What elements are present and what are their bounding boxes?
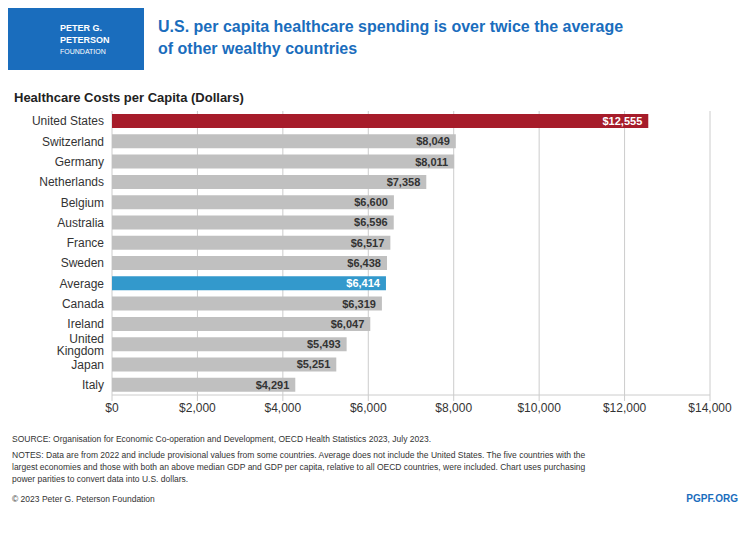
svg-text:Average: Average — [60, 277, 105, 291]
svg-text:Belgium: Belgium — [61, 196, 104, 210]
svg-text:Switzerland: Switzerland — [42, 135, 104, 149]
html-text:PGPF.ORG: PGPF.ORG — [686, 493, 738, 504]
html-text:© 2023 Peter G. Peterson Found: © 2023 Peter G. Peterson Foundation — [12, 494, 155, 504]
html-text:PETERSON: PETERSON — [60, 34, 110, 45]
html-text:NOTES: Data are from 2022 and: NOTES: Data are from 2022 and include pr… — [12, 450, 586, 484]
svg-text:Netherlands: Netherlands — [39, 175, 104, 189]
svg-text:$6,000: $6,000 — [350, 401, 387, 415]
svg-text:UnitedKingdom: UnitedKingdom — [57, 332, 104, 358]
svg-text:$8,049: $8,049 — [416, 135, 450, 147]
svg-text:$10,000: $10,000 — [517, 401, 561, 415]
svg-text:$6,600: $6,600 — [354, 196, 388, 208]
svg-text:$6,596: $6,596 — [354, 216, 388, 228]
svg-text:$6,319: $6,319 — [342, 298, 376, 310]
svg-text:$4,291: $4,291 — [256, 379, 290, 391]
svg-text:France: France — [67, 236, 105, 250]
svg-text:$12,000: $12,000 — [603, 401, 647, 415]
html-text:PETER G.: PETER G. — [60, 22, 102, 33]
svg-text:Australia: Australia — [57, 216, 104, 230]
html-text:SOURCE: Organisation for Econo: SOURCE: Organisation for Economic Co-ope… — [12, 434, 432, 444]
svg-text:$8,000: $8,000 — [435, 401, 472, 415]
svg-text:Canada: Canada — [62, 297, 104, 311]
svg-text:$7,358: $7,358 — [387, 176, 421, 188]
svg-text:$5,493: $5,493 — [307, 338, 341, 350]
svg-text:$6,414: $6,414 — [346, 277, 381, 289]
svg-text:Italy: Italy — [82, 378, 104, 392]
svg-text:Sweden: Sweden — [61, 256, 104, 270]
html-text:U.S. per capita healthcare spe: U.S. per capita healthcare spending is o… — [158, 18, 624, 57]
svg-text:$6,047: $6,047 — [331, 318, 365, 330]
html-text:Healthcare Costs per Capita (D: Healthcare Costs per Capita (Dollars) — [14, 90, 244, 105]
svg-text:$2,000: $2,000 — [179, 401, 216, 415]
svg-text:$14,000: $14,000 — [688, 401, 732, 415]
svg-text:$4,000: $4,000 — [265, 401, 302, 415]
html-text:FOUNDATION: FOUNDATION — [60, 47, 106, 55]
svg-text:$0: $0 — [105, 401, 119, 415]
svg-text:United States: United States — [32, 114, 104, 128]
svg-text:Ireland: Ireland — [67, 317, 104, 331]
svg-text:Germany: Germany — [55, 155, 104, 169]
svg-text:$6,438: $6,438 — [347, 257, 381, 269]
svg-text:$6,517: $6,517 — [351, 237, 385, 249]
svg-text:$5,251: $5,251 — [297, 358, 331, 370]
svg-text:$8,011: $8,011 — [415, 156, 448, 168]
svg-text:$12,555: $12,555 — [603, 115, 643, 127]
svg-text:Japan: Japan — [71, 358, 104, 372]
